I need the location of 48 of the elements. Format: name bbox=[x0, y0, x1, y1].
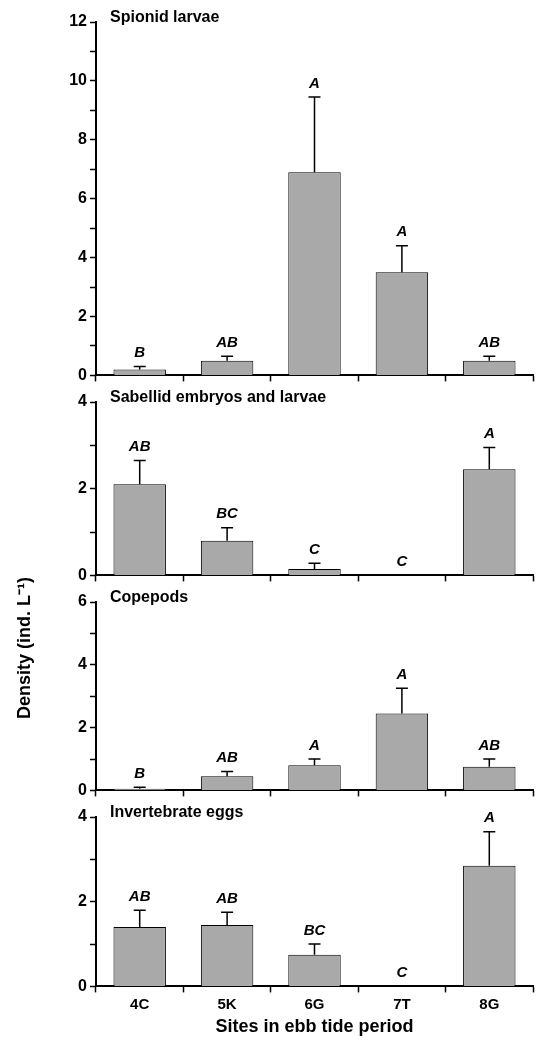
annotation: A bbox=[308, 73, 320, 91]
y-tick-label: 0 bbox=[78, 780, 88, 798]
annotation: AB bbox=[215, 888, 239, 906]
annotation: AB bbox=[477, 735, 501, 753]
chart-title: Sabellid embryos and larvae bbox=[110, 388, 327, 406]
y-tick-label: 6 bbox=[78, 189, 88, 207]
y-tick-label: 2 bbox=[78, 479, 88, 497]
annotation: A bbox=[395, 222, 408, 240]
y-tick-label: 0 bbox=[78, 976, 88, 994]
annotation: BC bbox=[303, 920, 327, 938]
annotation: AB bbox=[127, 437, 151, 455]
x-tick-label: 8G bbox=[479, 994, 500, 1012]
annotation: C bbox=[396, 552, 409, 570]
y-tick-label: 6 bbox=[78, 592, 88, 610]
annotation: A bbox=[308, 735, 320, 753]
y-tick-label: 4 bbox=[78, 392, 88, 410]
y-tick-label: 12 bbox=[69, 12, 88, 30]
annotation: C bbox=[396, 963, 409, 981]
annotation: B bbox=[134, 343, 146, 361]
chart-title: Invertebrate eggs bbox=[110, 803, 244, 821]
annotation: AB bbox=[477, 332, 501, 350]
y-tick-label: 4 bbox=[78, 655, 88, 673]
y-tick-label: 0 bbox=[78, 365, 88, 383]
annotation: A bbox=[482, 808, 495, 826]
chart-title: Spionid larvae bbox=[110, 8, 220, 26]
annotation: B bbox=[134, 763, 146, 781]
x-tick-label: 7T bbox=[393, 994, 411, 1012]
annotation: AB bbox=[215, 332, 239, 350]
annotation: AB bbox=[215, 748, 239, 766]
annotation: C bbox=[309, 539, 322, 557]
x-axis-title: Sites in ebb tide period bbox=[215, 1016, 414, 1037]
annotation: A bbox=[482, 424, 495, 442]
y-tick-label: 4 bbox=[78, 248, 88, 266]
y-tick-label: 2 bbox=[78, 892, 88, 910]
y-tick-label: 4 bbox=[78, 807, 88, 825]
annotation: AB bbox=[127, 886, 151, 904]
annotation: BC bbox=[216, 504, 240, 522]
x-tick-label: 6G bbox=[304, 994, 325, 1012]
y-axis-title: Density (ind. L⁻¹) bbox=[13, 577, 35, 719]
y-tick-label: 10 bbox=[69, 71, 88, 89]
x-tick-label: 4C bbox=[130, 994, 150, 1012]
y-tick-label: 2 bbox=[78, 718, 88, 736]
annotation: A bbox=[395, 664, 408, 682]
y-tick-label: 2 bbox=[78, 306, 88, 324]
y-tick-label: 8 bbox=[78, 130, 88, 148]
x-tick-label: 5K bbox=[217, 994, 237, 1012]
chart-title: Copepods bbox=[110, 588, 189, 606]
y-tick-label: 0 bbox=[78, 565, 88, 583]
